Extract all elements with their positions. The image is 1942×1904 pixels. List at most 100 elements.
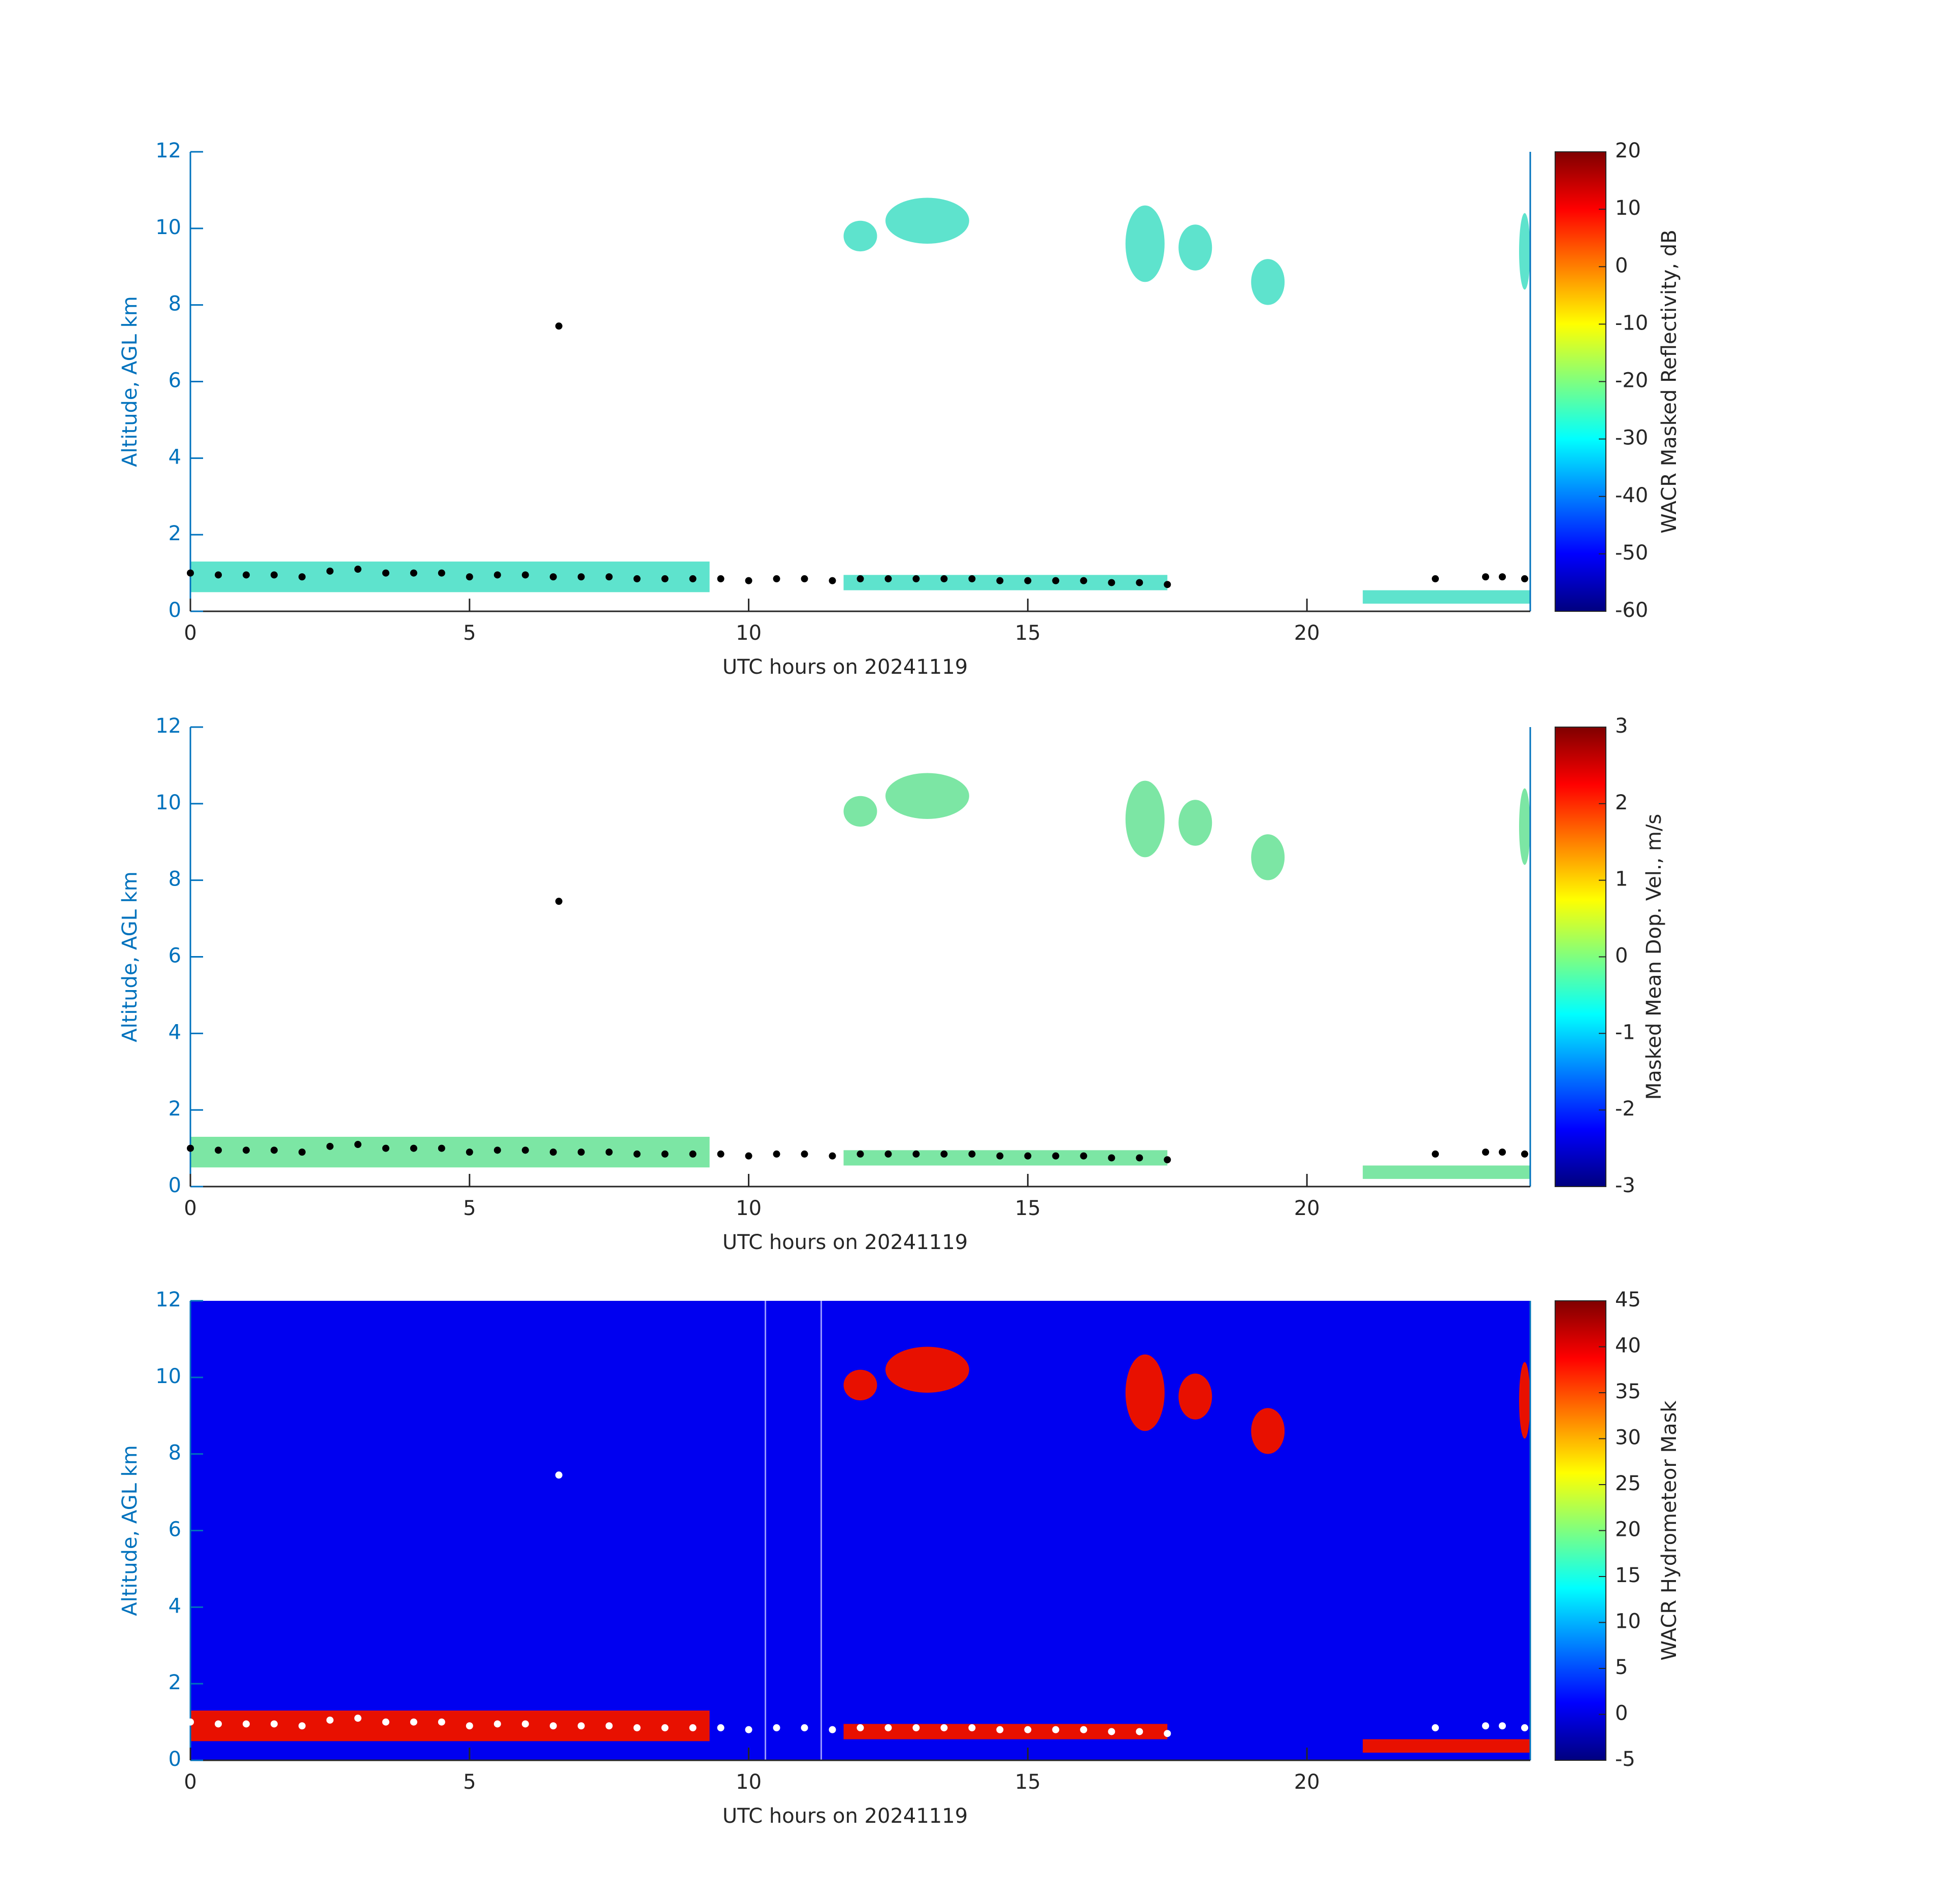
echo-region	[190, 1136, 710, 1168]
cloud-base-point	[689, 1150, 697, 1158]
cloud-base-point	[773, 1724, 780, 1731]
colorbar-tick-label: 25	[1615, 1472, 1641, 1495]
cloud-base-point	[382, 1144, 389, 1152]
mask-background	[190, 1301, 1530, 1760]
cloud-base-point	[633, 1150, 641, 1158]
y-tick-label: 6	[169, 369, 181, 392]
cloud-base-point	[242, 1720, 250, 1728]
colorbar-tick-label: -3	[1615, 1174, 1635, 1197]
cloud-base-point	[521, 1146, 529, 1154]
echo-region	[1125, 1354, 1165, 1431]
cloud-base-point	[1164, 581, 1171, 588]
cloud-base-point	[549, 573, 557, 581]
cloud-base-point	[214, 571, 222, 579]
echo-region	[843, 220, 877, 252]
echo-region	[1251, 834, 1285, 880]
cloud-base-point	[326, 1142, 334, 1150]
echo-region	[1125, 780, 1165, 858]
echo-region	[1125, 205, 1165, 282]
colorbar-tick-label: 3	[1615, 714, 1628, 738]
cloud-base-point	[996, 1152, 1004, 1160]
cloud-base-point	[242, 1146, 250, 1154]
cloud-base-point	[466, 1722, 473, 1730]
cloud-base-point	[466, 573, 473, 581]
cloud-base-point	[354, 1715, 361, 1722]
cloud-base-point	[605, 573, 613, 581]
echo-region	[1363, 1165, 1530, 1179]
cloud-base-point	[940, 1150, 948, 1158]
cloud-base-point	[829, 577, 836, 584]
cloud-base-point	[187, 569, 194, 577]
colorbar-tick-label: 0	[1615, 254, 1628, 277]
colorbar-tick-label: -1	[1615, 1021, 1635, 1044]
colorbar-tick-label: -2	[1615, 1097, 1635, 1121]
cloud-base-point	[1080, 1152, 1088, 1160]
cloud-base-point	[298, 1722, 306, 1730]
y-axis-label: Altitude, AGL km	[118, 1445, 142, 1616]
colorbar-tick-label: -30	[1615, 426, 1648, 450]
colorbar-tick-label: 10	[1615, 1610, 1641, 1633]
cloud-base-point	[1521, 1724, 1529, 1731]
cloud-base-point	[382, 569, 389, 577]
cloud-base-point	[1052, 1152, 1060, 1160]
cloud-base-point	[857, 1724, 864, 1731]
cloud-base-point	[354, 1141, 361, 1148]
y-axis-label: Altitude, AGL km	[118, 296, 142, 467]
cloud-base-point	[996, 1726, 1004, 1733]
cloud-base-point	[1108, 1154, 1115, 1162]
cloud-base-point	[717, 1150, 725, 1158]
x-tick-label: 20	[1294, 1197, 1320, 1220]
y-tick-label: 0	[169, 1748, 181, 1771]
x-tick-label: 5	[463, 1197, 476, 1220]
cloud-base-point	[773, 575, 780, 582]
x-tick-label: 0	[184, 1197, 196, 1220]
echo-region	[190, 561, 710, 593]
cloud-base-point	[661, 1724, 669, 1731]
x-axis-label: UTC hours on 20241119	[722, 1804, 968, 1828]
cloud-base-point	[801, 1724, 808, 1731]
cloud-base-point	[438, 1718, 445, 1726]
x-tick-label: 0	[184, 1770, 196, 1794]
x-tick-label: 20	[1294, 621, 1320, 645]
cloud-base-point	[577, 573, 585, 581]
cloud-base-point	[410, 1144, 417, 1152]
cloud-base-point	[633, 1724, 641, 1731]
cloud-base-point	[1521, 575, 1529, 582]
cloud-base-point	[298, 1148, 306, 1156]
y-tick-label: 2	[169, 522, 181, 545]
cloud-base-point	[1499, 1722, 1506, 1730]
cloud-base-point	[968, 1150, 976, 1158]
cloud-base-point	[493, 571, 501, 579]
cloud-base-point	[410, 569, 417, 577]
echo-region	[1363, 590, 1530, 604]
x-tick-label: 0	[184, 621, 196, 645]
colorbar-tick-label: 1	[1615, 868, 1628, 891]
x-axis-label: UTC hours on 20241119	[722, 1231, 968, 1254]
y-tick-label: 8	[169, 1441, 181, 1465]
colorbar-label: WACR Hydrometeor Mask	[1658, 1400, 1681, 1661]
cloud-base-point	[857, 1150, 864, 1158]
cloud-base-point	[438, 1144, 445, 1152]
cloud-base-point	[493, 1146, 501, 1154]
cloud-base-point	[438, 569, 445, 577]
cloud-base-point	[549, 1148, 557, 1156]
cloud-base-point	[1136, 1154, 1143, 1162]
cloud-base-point	[1432, 1150, 1439, 1158]
colorbar	[1555, 1300, 1606, 1761]
y-tick-label: 12	[155, 139, 181, 162]
y-tick-label: 4	[169, 1021, 181, 1044]
cloud-base-point	[829, 1152, 836, 1160]
colorbar-tick-label: 35	[1615, 1380, 1641, 1403]
cloud-base-point	[326, 567, 334, 575]
cloud-base-point	[270, 1720, 278, 1728]
cloud-base-point	[1108, 579, 1115, 586]
cloud-base-point	[521, 1720, 529, 1728]
cloud-base-point	[1080, 577, 1088, 584]
cloud-base-point	[968, 1724, 976, 1731]
y-tick-label: 10	[155, 791, 181, 814]
y-tick-label: 4	[169, 1594, 181, 1618]
echo-region	[885, 198, 969, 244]
x-tick-label: 5	[463, 1770, 476, 1794]
cloud-base-point	[1024, 1726, 1032, 1733]
cloud-base-point	[605, 1148, 613, 1156]
